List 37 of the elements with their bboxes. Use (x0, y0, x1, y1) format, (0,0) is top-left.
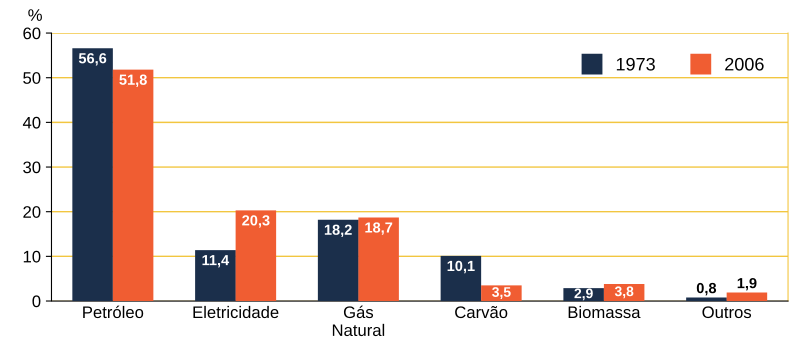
data-label: 11,4 (202, 255, 230, 268)
bar (726, 292, 768, 302)
bar (440, 256, 482, 302)
data-label: 18,2 (324, 224, 352, 238)
legend-label: 1973 (616, 58, 655, 71)
data-label: 20,3 (242, 215, 270, 228)
y-tick-label: 10 (24, 250, 40, 263)
x-tick-label: Biomassa (568, 306, 640, 318)
x-tick-label: Outros (702, 306, 752, 318)
bar (72, 48, 113, 302)
bar (318, 220, 358, 302)
x-tick-label: Gás Natural (332, 306, 384, 336)
y-tick-label: 60 (23, 27, 40, 40)
bar (195, 250, 236, 302)
x-tick-label: Carvão (455, 306, 508, 318)
y-tick-label: 50 (23, 72, 40, 84)
legend-label: 2006 (725, 58, 764, 71)
y-tick-label: 30 (23, 161, 40, 174)
bar (236, 210, 276, 302)
bar (112, 70, 154, 302)
data-label: 56,6 (78, 53, 106, 66)
bar (686, 297, 727, 302)
y-tick-label: 20 (23, 206, 40, 218)
y-axis-title: % (28, 9, 42, 21)
bar (358, 218, 399, 302)
data-label: 18,7 (365, 222, 392, 235)
y-tick-label: 0 (32, 295, 40, 308)
data-label: 2,9 (574, 288, 593, 300)
x-tick-label: Petróleo (83, 306, 144, 318)
data-label: 3,5 (492, 287, 511, 299)
data-label: 3,8 (614, 286, 634, 298)
x-tick-label: Eletricidade (193, 306, 278, 318)
data-label: 51,8 (119, 74, 147, 87)
data-label: 0,8 (696, 282, 716, 296)
y-tick-label: 40 (22, 116, 40, 129)
data-label: 10,1 (448, 260, 475, 274)
data-label: 1,9 (738, 278, 757, 290)
